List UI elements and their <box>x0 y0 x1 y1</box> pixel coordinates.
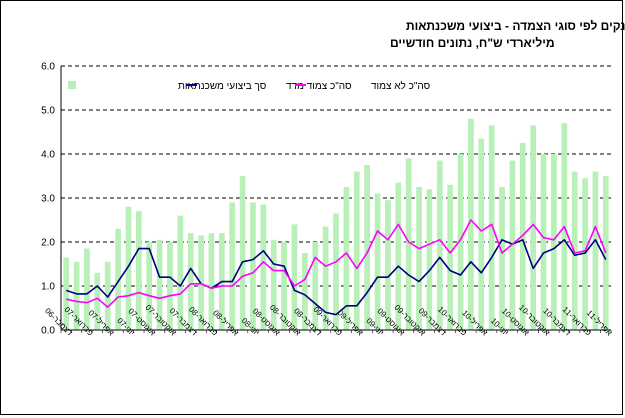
bar <box>115 228 121 330</box>
bar <box>519 143 526 330</box>
y-tick-label: 4.0 <box>41 150 55 161</box>
bar <box>125 206 132 330</box>
bar <box>602 176 609 330</box>
linked-series-line <box>65 239 607 316</box>
bar <box>260 204 267 330</box>
bar <box>84 248 90 330</box>
bar <box>374 193 381 330</box>
y-tick-label: 6.0 <box>41 62 55 73</box>
bar <box>208 233 215 330</box>
bar <box>177 215 184 330</box>
bar <box>530 125 537 331</box>
bar <box>385 200 391 330</box>
bar <box>73 261 80 330</box>
axes <box>60 66 612 333</box>
legend: סך ביצועי משכנתאות סה"כ צמוד מדד סה"כ לא צ… <box>68 80 431 92</box>
bar <box>582 178 588 330</box>
y-tick-label: 0.0 <box>41 326 55 337</box>
y-tick-labels: 0.0 1.0 2.0 3.0 4.0 5.0 6.0 <box>41 62 55 337</box>
chart-subtitle: מיליארדי ש"ח, נתונים חודשיים <box>390 36 555 50</box>
legend-label-linked: סה"כ צמוד מדד <box>286 81 352 92</box>
bar <box>353 171 360 330</box>
bar <box>312 242 319 330</box>
y-tick-label: 5.0 <box>41 106 55 117</box>
bar <box>322 226 329 330</box>
bar <box>156 239 163 330</box>
bar <box>239 176 246 330</box>
y-tick-label: 3.0 <box>41 194 55 205</box>
bar <box>333 213 339 330</box>
bar <box>167 242 173 330</box>
unlinked-series-line <box>66 219 607 308</box>
bar <box>551 154 557 330</box>
bar <box>270 239 277 330</box>
legend-label-unlinked: סה"כ לא צמוד <box>371 80 431 92</box>
line-series <box>65 219 607 316</box>
bar <box>592 171 599 330</box>
bar <box>395 182 402 330</box>
bar <box>436 160 443 330</box>
legend-label-bars: סך ביצועי משכנתאות <box>178 81 267 92</box>
legend-swatch-bars <box>68 81 76 89</box>
bar <box>364 165 370 330</box>
y-tick-label: 2.0 <box>41 238 55 249</box>
bar <box>250 202 256 330</box>
bar <box>405 158 412 330</box>
bar <box>468 118 474 330</box>
chart-title: סך אשראי לדיור מבנקים לפי סוגי הצמדה - ב… <box>406 19 625 33</box>
bar <box>229 202 236 330</box>
bar <box>146 242 153 330</box>
bar <box>135 211 142 330</box>
bar <box>426 189 433 330</box>
bar <box>509 160 516 330</box>
bar <box>281 242 287 330</box>
bar <box>499 187 505 330</box>
bar <box>343 187 350 330</box>
bar <box>416 187 422 330</box>
y-tick-label: 1.0 <box>41 282 55 293</box>
bar <box>63 257 70 330</box>
bar-series <box>63 118 609 331</box>
bar <box>488 125 495 331</box>
bar <box>291 224 298 330</box>
bar <box>447 184 454 330</box>
bar <box>302 253 308 330</box>
bar <box>478 138 485 330</box>
gridlines <box>61 65 611 287</box>
bar <box>187 233 194 330</box>
bar <box>540 154 547 330</box>
bar <box>94 272 101 330</box>
bar <box>457 154 464 330</box>
